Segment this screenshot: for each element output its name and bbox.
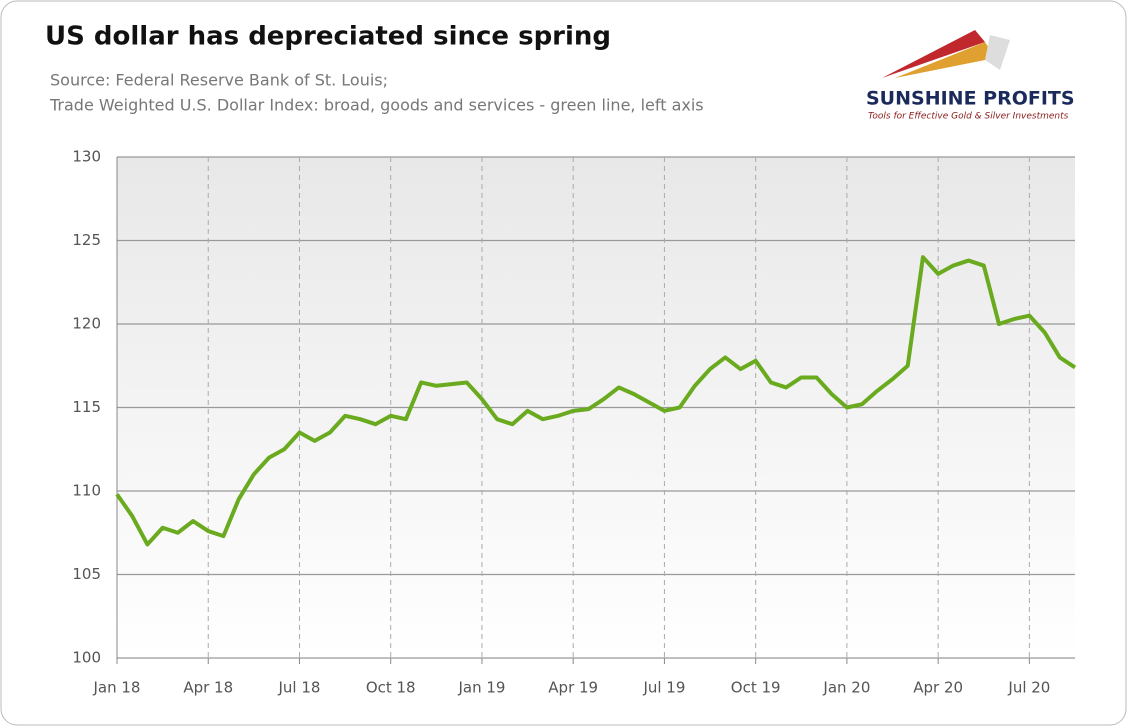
y-tick-label: 115 bbox=[72, 398, 101, 416]
x-tick-label: Jul 18 bbox=[277, 679, 320, 697]
x-tick-label: Jan 20 bbox=[822, 679, 870, 697]
logo-tagline: Tools for Effective Gold & Silver Invest… bbox=[868, 112, 1069, 122]
chart-title: US dollar has depreciated since spring bbox=[45, 22, 611, 52]
y-tick-label: 110 bbox=[72, 482, 101, 500]
y-tick-label: 125 bbox=[72, 231, 101, 249]
line bbox=[115, 255, 1077, 547]
logo: SUNSHINE PROFITS Tools for Effective Gol… bbox=[866, 30, 1075, 122]
x-tick-label: Jan 19 bbox=[457, 679, 505, 697]
x-tick-label: Jul 20 bbox=[1007, 679, 1050, 697]
y-tick-label: 105 bbox=[72, 565, 101, 583]
x-tick-label: Jul 19 bbox=[642, 679, 685, 697]
x-tick-label: Oct 18 bbox=[366, 679, 416, 697]
subtitle: Trade Weighted U.S. Dollar Index: broad,… bbox=[49, 96, 704, 115]
x-tick-label: Apr 18 bbox=[183, 679, 233, 697]
x-tick-label: Jan 18 bbox=[93, 679, 141, 697]
y-tick-label: 130 bbox=[72, 148, 101, 166]
y-tick-label: 100 bbox=[72, 649, 101, 667]
x-tick-label: Apr 19 bbox=[548, 679, 598, 697]
subtitle: Source: Federal Reserve Bank of St. Loui… bbox=[50, 71, 388, 90]
logo-name: SUNSHINE PROFITS bbox=[866, 88, 1075, 110]
y-tick-label: 120 bbox=[72, 315, 101, 333]
x-tick-label: Oct 19 bbox=[731, 679, 781, 697]
x-tick-label: Apr 20 bbox=[913, 679, 963, 697]
